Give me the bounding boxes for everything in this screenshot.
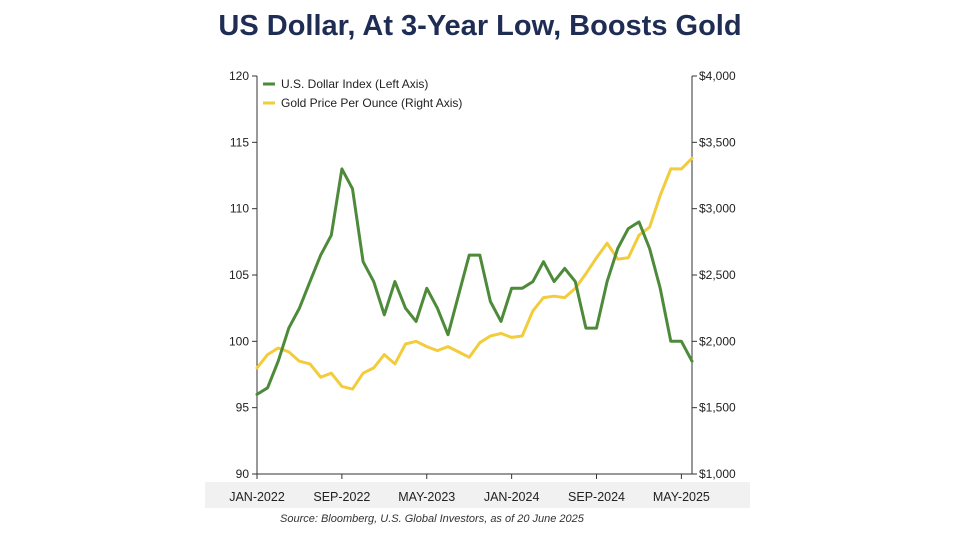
y-left-tick-label: 105: [229, 268, 249, 282]
y-right-tick-label: $1,000: [699, 467, 736, 481]
x-axis-band: [205, 482, 750, 508]
y-left-tick-label: 95: [236, 401, 250, 415]
y-left-tick-label: 110: [230, 202, 249, 216]
x-tick-label: MAY-2025: [653, 490, 710, 504]
y-right-tick-label: $2,000: [699, 334, 736, 348]
dollar-index-line: [255, 167, 694, 396]
source-note: Source: Bloomberg, U.S. Global Investors…: [280, 513, 584, 525]
legend-label: U.S. Dollar Index (Left Axis): [281, 77, 428, 91]
x-tick-label: JAN-2024: [484, 490, 540, 504]
y-right-tick-label: $3,500: [699, 135, 736, 149]
legend-label: Gold Price Per Ounce (Right Axis): [281, 96, 462, 110]
y-left-tick-label: 120: [229, 69, 249, 83]
y-right-tick-label: $4,000: [699, 69, 736, 83]
y-right-tick-label: $2,500: [699, 268, 736, 282]
y-left-tick-label: 100: [229, 334, 249, 348]
x-tick-label: SEP-2022: [313, 490, 370, 504]
chart: 90 95 100 105 110 115 120 $1,000 $1,500 $2,000 $2,…: [205, 69, 750, 508]
chart-title: US Dollar, At 3-Year Low, Boosts Gold: [218, 10, 742, 42]
y-left-tick-label: 90: [236, 467, 250, 481]
gold-price-line: [255, 156, 694, 391]
y-right-tick-label: $1,500: [699, 401, 736, 415]
x-tick-label: SEP-2024: [568, 490, 625, 504]
x-tick-label: JAN-2022: [229, 490, 285, 504]
x-tick-label: MAY-2023: [398, 490, 455, 504]
y-right-tick-label: $3,000: [699, 202, 736, 216]
y-left-tick-label: 115: [230, 135, 249, 149]
